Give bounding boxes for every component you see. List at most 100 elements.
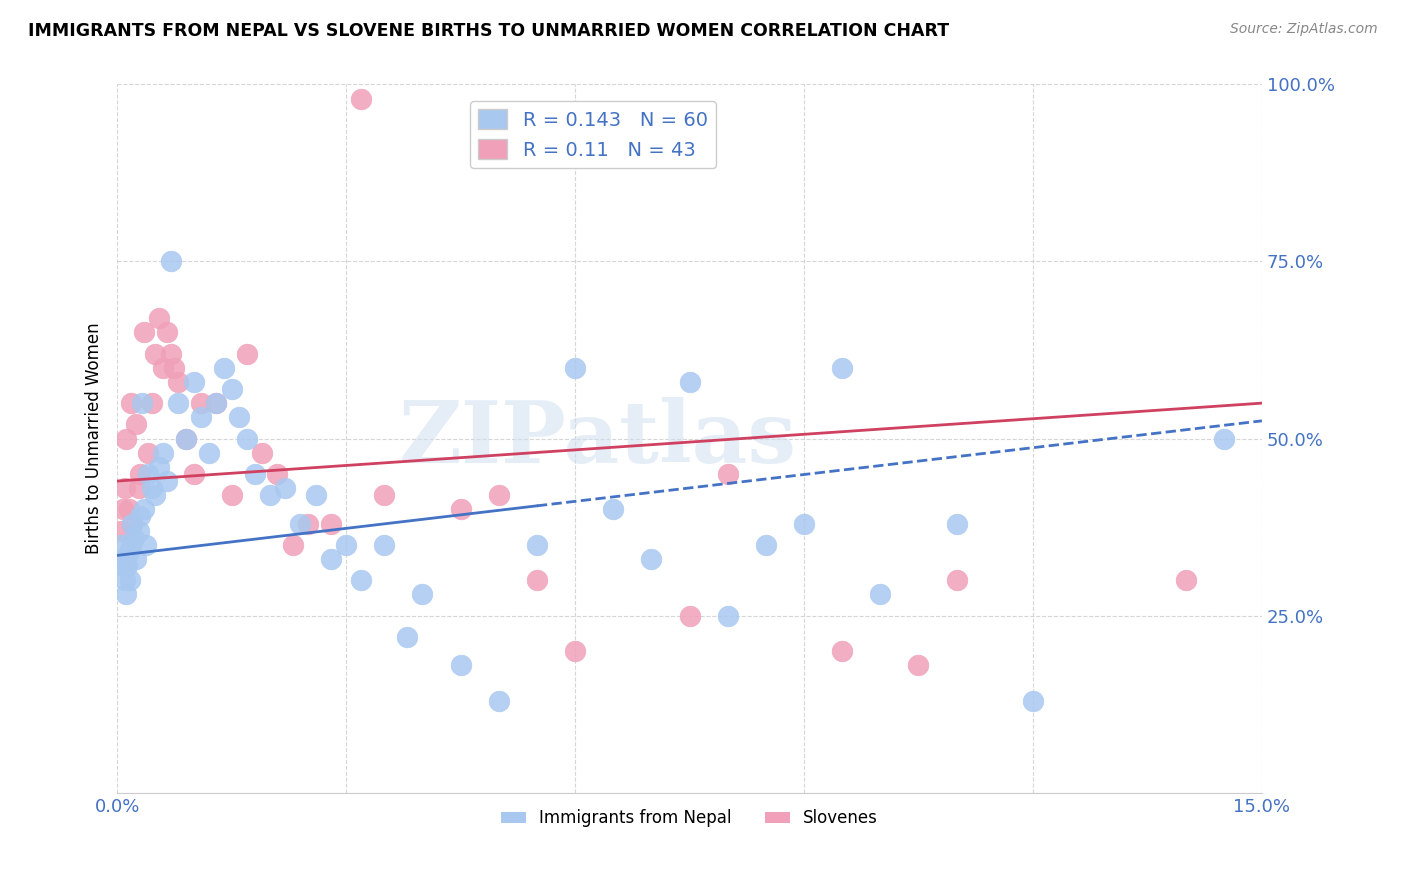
Point <box>112 552 135 566</box>
Point <box>174 432 197 446</box>
Point <box>115 559 138 574</box>
Point <box>869 587 891 601</box>
Point <box>143 488 166 502</box>
Point <box>117 545 139 559</box>
Point <box>163 360 186 375</box>
Point <box>117 502 139 516</box>
Point <box>221 488 243 502</box>
Point <box>131 396 153 410</box>
Point <box>274 481 297 495</box>
Point <box>281 538 304 552</box>
Point <box>205 396 228 410</box>
Point <box>526 573 548 587</box>
Point <box>141 396 163 410</box>
Point <box>174 432 197 446</box>
Point <box>183 375 205 389</box>
Point <box>148 459 170 474</box>
Point <box>373 488 395 502</box>
Point <box>250 446 273 460</box>
Point <box>717 608 740 623</box>
Point <box>156 474 179 488</box>
Point <box>319 516 342 531</box>
Point <box>111 502 134 516</box>
Y-axis label: Births to Unmarried Women: Births to Unmarried Women <box>86 323 103 554</box>
Point <box>141 481 163 495</box>
Point <box>488 693 510 707</box>
Point <box>450 502 472 516</box>
Point <box>128 481 150 495</box>
Point <box>411 587 433 601</box>
Point <box>205 396 228 410</box>
Point <box>236 346 259 360</box>
Point <box>450 658 472 673</box>
Point <box>266 467 288 481</box>
Point <box>183 467 205 481</box>
Point <box>156 326 179 340</box>
Point <box>945 573 967 587</box>
Point <box>129 467 152 481</box>
Point <box>243 467 266 481</box>
Point <box>121 516 143 531</box>
Point <box>114 573 136 587</box>
Point <box>221 382 243 396</box>
Point <box>190 410 212 425</box>
Point <box>717 467 740 481</box>
Point <box>945 516 967 531</box>
Point <box>122 531 145 545</box>
Point <box>128 524 150 538</box>
Point <box>136 467 159 481</box>
Legend: Immigrants from Nepal, Slovenes: Immigrants from Nepal, Slovenes <box>494 803 884 834</box>
Point <box>297 516 319 531</box>
Point <box>793 516 815 531</box>
Point <box>111 559 134 574</box>
Point <box>564 360 586 375</box>
Point <box>259 488 281 502</box>
Point <box>110 538 132 552</box>
Point <box>526 538 548 552</box>
Point <box>129 509 152 524</box>
Text: ZIPatlas: ZIPatlas <box>399 397 797 481</box>
Point <box>125 417 148 432</box>
Point <box>167 396 190 410</box>
Point <box>304 488 326 502</box>
Point <box>290 516 312 531</box>
Point <box>135 538 157 552</box>
Point <box>319 552 342 566</box>
Point <box>396 630 419 644</box>
Text: Source: ZipAtlas.com: Source: ZipAtlas.com <box>1230 22 1378 37</box>
Point <box>212 360 235 375</box>
Point <box>602 502 624 516</box>
Point <box>125 552 148 566</box>
Point <box>1022 693 1045 707</box>
Point <box>120 396 142 410</box>
Point <box>831 360 853 375</box>
Point <box>236 432 259 446</box>
Point <box>148 311 170 326</box>
Point <box>350 92 373 106</box>
Point <box>115 432 138 446</box>
Text: IMMIGRANTS FROM NEPAL VS SLOVENE BIRTHS TO UNMARRIED WOMEN CORRELATION CHART: IMMIGRANTS FROM NEPAL VS SLOVENE BIRTHS … <box>28 22 949 40</box>
Point <box>167 375 190 389</box>
Point <box>907 658 929 673</box>
Point <box>152 446 174 460</box>
Point <box>1174 573 1197 587</box>
Point <box>115 587 138 601</box>
Point <box>197 446 219 460</box>
Point <box>120 573 142 587</box>
Point <box>136 446 159 460</box>
Point <box>640 552 662 566</box>
Point <box>228 410 250 425</box>
Point <box>114 481 136 495</box>
Point <box>488 488 510 502</box>
Point <box>831 644 853 658</box>
Point <box>755 538 778 552</box>
Point <box>159 254 181 268</box>
Point <box>190 396 212 410</box>
Point <box>132 326 155 340</box>
Point <box>121 516 143 531</box>
Point <box>120 538 142 552</box>
Point <box>373 538 395 552</box>
Point <box>335 538 357 552</box>
Point <box>152 360 174 375</box>
Point <box>350 573 373 587</box>
